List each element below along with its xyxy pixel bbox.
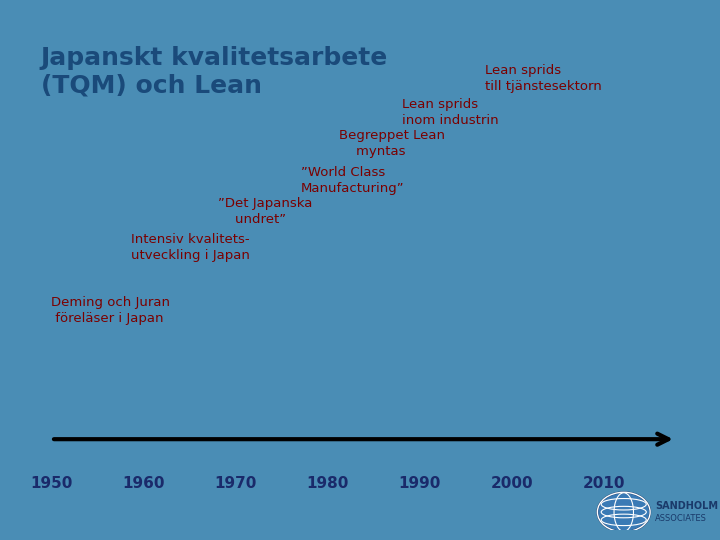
Text: 1960: 1960 xyxy=(122,476,165,491)
Text: 1950: 1950 xyxy=(30,476,72,491)
Text: Lean sprids
inom industrin: Lean sprids inom industrin xyxy=(402,98,498,127)
Text: 2010: 2010 xyxy=(583,476,626,491)
Text: ASSOCIATES: ASSOCIATES xyxy=(655,514,707,523)
Text: Lean sprids
till tjänstesektorn: Lean sprids till tjänstesektorn xyxy=(485,64,602,93)
Circle shape xyxy=(598,492,650,532)
Text: Intensiv kvalitets-
utveckling i Japan: Intensiv kvalitets- utveckling i Japan xyxy=(131,233,250,262)
Text: Deming och Juran
 föreläser i Japan: Deming och Juran föreläser i Japan xyxy=(51,296,170,325)
Text: 2000: 2000 xyxy=(491,476,534,491)
Text: ”World Class
Manufacturing”: ”World Class Manufacturing” xyxy=(301,166,405,194)
Text: Begreppet Lean
    myntas: Begreppet Lean myntas xyxy=(339,129,445,158)
Text: 1980: 1980 xyxy=(307,476,349,491)
Text: 1970: 1970 xyxy=(215,476,257,491)
Text: SANDHOLM: SANDHOLM xyxy=(655,501,718,511)
Text: Japanskt kvalitetsarbete
(TQM) och Lean: Japanskt kvalitetsarbete (TQM) och Lean xyxy=(41,46,388,98)
Text: ”Det Japanska
    undret”: ”Det Japanska undret” xyxy=(217,197,312,226)
Text: 1990: 1990 xyxy=(399,476,441,491)
